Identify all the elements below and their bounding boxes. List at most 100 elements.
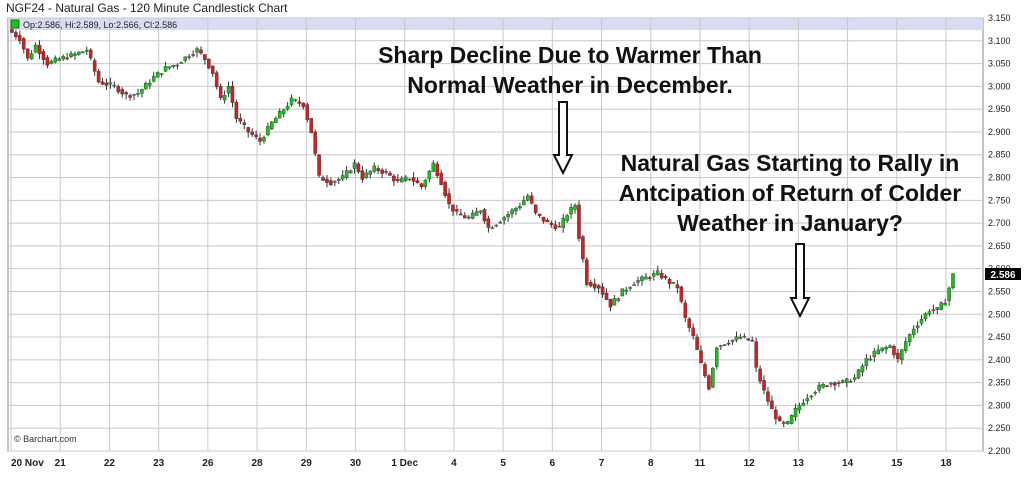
candle-body — [746, 338, 751, 341]
candle-body — [793, 407, 798, 418]
candle-body — [911, 328, 916, 335]
candle-body — [222, 95, 227, 101]
candle-body — [947, 287, 951, 301]
candle-body — [451, 204, 455, 212]
candle-body — [715, 347, 719, 367]
candle-body — [726, 342, 731, 345]
candle-body — [203, 54, 207, 60]
candle-body — [919, 319, 924, 324]
y-tick-label: 2.750 — [988, 195, 1011, 205]
candle-body — [805, 398, 810, 402]
candle-body — [612, 298, 617, 306]
candle-body — [907, 334, 912, 342]
annotation-line: Antcipation of Return of Colder — [618, 180, 962, 206]
candle-body — [833, 382, 837, 386]
y-tick-label: 2.350 — [988, 378, 1011, 388]
candle-body — [400, 178, 404, 183]
candle-body — [671, 281, 676, 284]
candle-body — [439, 172, 443, 185]
candle-body — [722, 344, 727, 346]
candle-body — [415, 180, 420, 184]
candle-body — [132, 94, 136, 96]
candle-body — [498, 221, 502, 224]
x-tick-label: 30 — [350, 458, 362, 469]
candle-body — [825, 385, 829, 387]
candle-body — [14, 32, 18, 38]
candle-body — [112, 84, 117, 87]
candle-body — [754, 341, 758, 368]
annotation-arrow — [789, 243, 811, 319]
candle-body — [159, 73, 164, 75]
candle-body — [352, 162, 357, 169]
x-tick-label: 22 — [104, 458, 116, 469]
candle-body — [549, 222, 554, 225]
candle-body — [427, 170, 432, 180]
y-tick-label: 2.500 — [988, 309, 1011, 319]
candle-body — [49, 60, 54, 64]
y-tick-label: 3.150 — [988, 13, 1011, 23]
candle-body — [608, 298, 613, 308]
candle-body — [81, 51, 85, 54]
candle-body — [844, 378, 849, 383]
candle-body — [100, 81, 105, 85]
y-tick-label: 2.900 — [988, 127, 1011, 137]
candle-body — [155, 72, 160, 78]
candle-body — [648, 277, 652, 279]
candle-body — [695, 336, 699, 350]
candle-body — [510, 209, 514, 215]
candle-body — [380, 169, 384, 174]
candle-body — [848, 380, 853, 383]
candle-body — [892, 345, 896, 356]
candle-body — [537, 213, 542, 216]
candle-body — [274, 117, 278, 124]
candle-body — [687, 318, 691, 328]
y-tick-label: 2.800 — [988, 173, 1011, 183]
candle-body — [856, 369, 861, 379]
candle-body — [171, 64, 176, 67]
candle-body — [675, 284, 680, 289]
candle-body — [443, 181, 447, 196]
candle-body — [242, 122, 247, 125]
candle-body — [372, 165, 376, 172]
candle-body — [151, 76, 156, 82]
candle-body — [774, 409, 778, 420]
candle-body — [403, 176, 408, 181]
candle-body — [541, 216, 546, 222]
candle-body — [69, 53, 73, 57]
y-tick-label: 2.550 — [988, 286, 1011, 296]
candle-body — [852, 377, 857, 380]
candle-body — [447, 193, 451, 205]
candle-body — [435, 163, 439, 176]
x-tick-label: 29 — [301, 458, 313, 469]
candle-body — [600, 286, 605, 295]
candle-body — [376, 168, 380, 172]
candle-body — [407, 178, 412, 181]
candle-body — [659, 273, 664, 279]
candle-body — [455, 209, 459, 212]
candle-body — [199, 49, 203, 54]
candle-body — [136, 93, 140, 95]
candle-body — [529, 195, 534, 204]
candle-body — [356, 163, 361, 173]
candle-body — [293, 99, 298, 101]
candle-body — [923, 313, 928, 320]
candle-body — [10, 29, 14, 33]
annotation-line: Sharp Decline Due to Warmer Than — [378, 42, 762, 68]
x-tick-label: 11 — [695, 458, 706, 469]
candle-body — [876, 349, 880, 354]
candle-body — [463, 215, 467, 219]
candle-body — [128, 95, 132, 98]
candle-body — [592, 283, 597, 289]
x-tick-label: 8 — [648, 458, 654, 469]
candle-body — [474, 211, 479, 216]
candle-body — [364, 172, 369, 178]
candle-body — [577, 204, 581, 239]
candle-body — [368, 170, 373, 175]
candle-body — [624, 289, 628, 292]
candle-body — [904, 341, 908, 351]
y-tick-label: 2.450 — [988, 332, 1011, 342]
candle-body — [313, 131, 317, 154]
x-tick-label: 18 — [940, 458, 952, 469]
annotation-line: Normal Weather in December. — [407, 72, 733, 98]
y-tick-label: 2.400 — [988, 355, 1011, 365]
